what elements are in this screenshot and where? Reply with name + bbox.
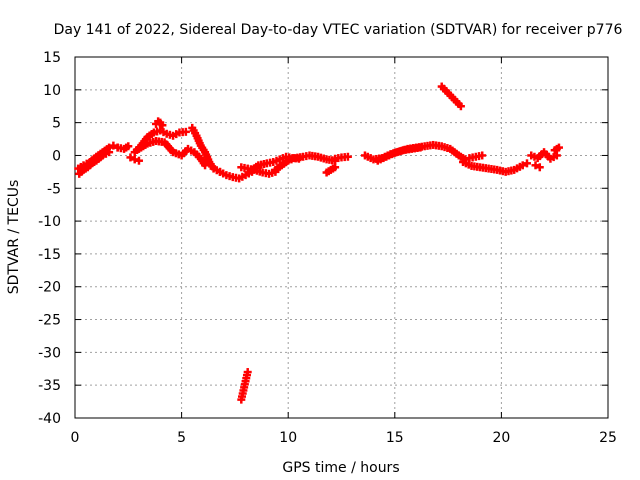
data-point [260,159,269,168]
y-tick-label: 10 [43,83,61,99]
data-point [535,163,544,172]
data-point [172,130,181,139]
y-tick-label: -40 [38,411,61,427]
data-point [195,139,204,148]
data-point [515,162,524,171]
data-point [199,145,208,154]
y-tick-label: -35 [38,378,61,394]
data-point [204,155,213,164]
data-points [74,82,563,404]
data-point [507,166,516,175]
y-tick-label: -20 [38,280,61,296]
data-point [134,156,143,165]
data-point [413,144,422,153]
data-point [468,153,477,162]
data-point [531,161,540,170]
data-point [464,160,473,169]
data-point [122,143,131,152]
data-point [178,128,187,137]
data-point [324,167,333,176]
data-point [275,162,284,171]
y-tick-label: -15 [38,247,61,263]
y-tick-label: -25 [38,313,61,329]
data-point [191,129,200,138]
x-tick-label: 5 [177,430,186,446]
data-point [219,169,228,178]
data-point [225,172,234,181]
chart-title: Day 141 of 2022, Sidereal Day-to-day VTE… [54,22,623,38]
data-point [255,167,264,176]
data-point [187,146,196,155]
y-tick-label: -30 [38,345,61,361]
data-point [549,153,558,162]
x-axis-label: GPS time / hours [282,460,399,476]
data-point [443,144,452,153]
data-point [448,93,457,102]
data-point [126,153,135,162]
axis-ticks: 0 5 10 15 20 25 -40 -35 -30 -25 -20 -15 -10 -5 0 5 10 15 [38,50,617,446]
y-tick-label: 15 [43,50,61,66]
data-point [266,158,275,167]
x-tick-label: 25 [599,430,617,446]
y-tick-label: 5 [52,116,61,132]
data-point [454,100,463,109]
y-axis-label: SDTVAR / TECUs [6,180,22,295]
data-point [238,389,247,398]
data-point [194,152,203,161]
data-point [441,86,450,95]
data-point [475,152,484,161]
data-point [238,172,247,181]
data-point [158,121,167,130]
plot-frame [74,56,609,419]
data-point [81,164,90,173]
data-point [208,162,217,171]
data-point [130,155,139,164]
data-point [272,156,281,165]
data-point [159,128,168,137]
data-point [96,153,105,162]
data-point [282,158,291,167]
y-tick-label: -5 [47,181,61,197]
y-tick-label: -10 [38,214,61,230]
data-point [77,167,86,176]
data-point [554,143,563,152]
x-tick-label: 15 [386,430,404,446]
data-point [287,155,296,164]
data-point [240,163,249,172]
y-tick-label: 0 [52,148,61,164]
data-point [387,150,396,159]
data-point [240,380,249,389]
data-point [319,154,328,163]
grid [75,57,608,418]
data-point [141,140,150,149]
data-point [379,154,388,163]
data-point [452,149,461,158]
data-point [252,162,261,171]
data-point [328,164,337,173]
data-point [340,153,349,162]
data-point [90,158,99,167]
data-point [396,147,405,156]
x-tick-label: 20 [492,430,510,446]
data-point [109,141,118,150]
data-point [147,130,156,139]
data-point [434,141,443,150]
data-point [522,159,531,168]
x-tick-label: 10 [279,430,297,446]
data-point [242,371,251,380]
data-point [157,137,166,146]
data-point [311,152,320,161]
data-point [85,161,94,170]
data-point [101,149,110,158]
data-point [167,146,176,155]
x-tick-label: 0 [71,430,80,446]
